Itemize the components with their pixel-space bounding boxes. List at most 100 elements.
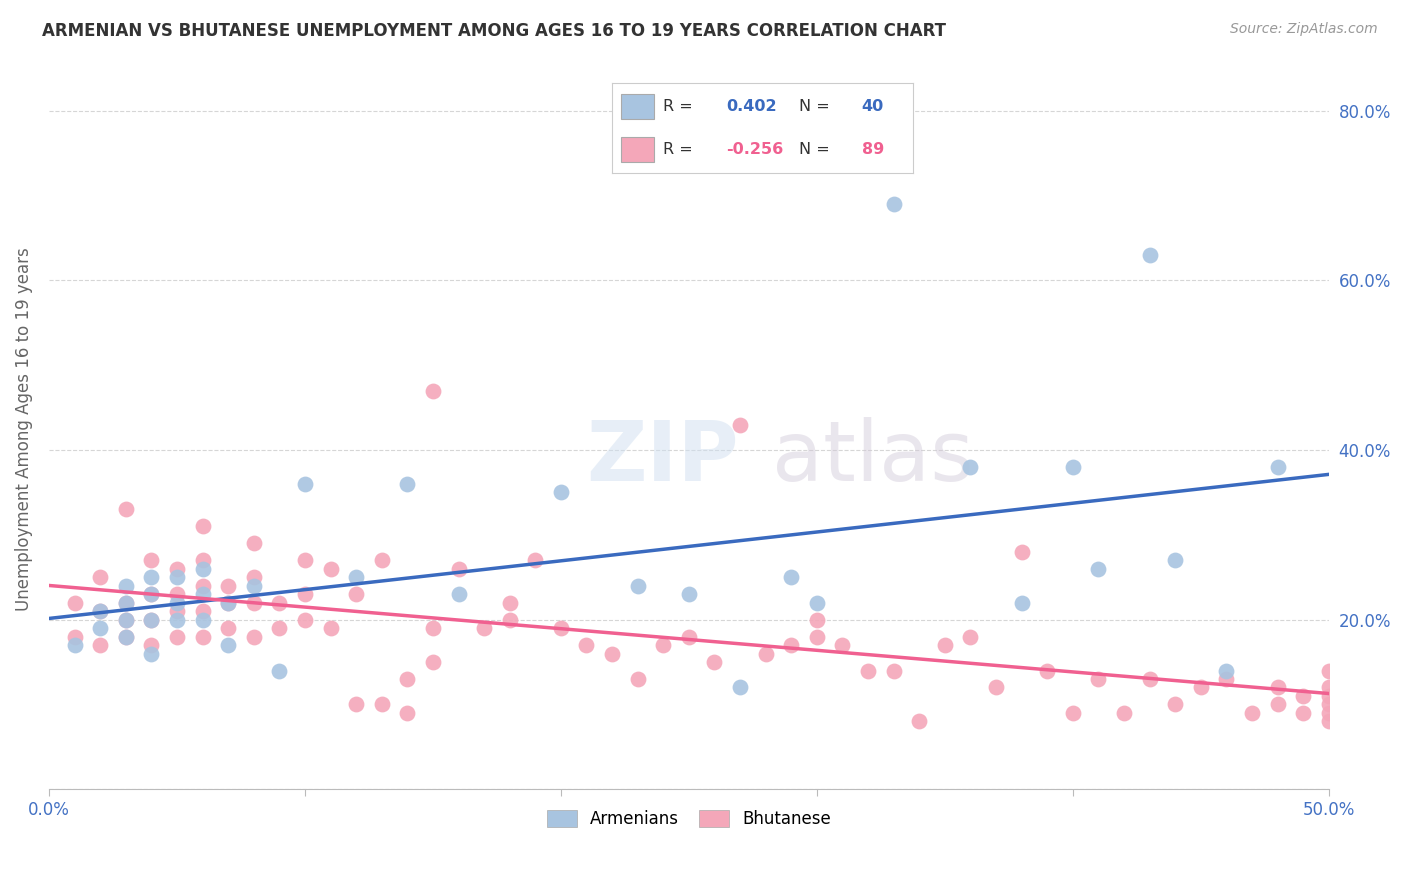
Point <box>89 638 111 652</box>
Point <box>166 596 188 610</box>
Point <box>1087 672 1109 686</box>
Point <box>1189 681 1212 695</box>
Point <box>114 630 136 644</box>
Point <box>1164 553 1187 567</box>
Point <box>217 621 239 635</box>
Point <box>166 570 188 584</box>
Point <box>269 664 291 678</box>
Point <box>728 681 751 695</box>
Point <box>550 621 572 635</box>
Point <box>1139 672 1161 686</box>
Point <box>1112 706 1135 720</box>
Text: ARMENIAN VS BHUTANESE UNEMPLOYMENT AMONG AGES 16 TO 19 YEARS CORRELATION CHART: ARMENIAN VS BHUTANESE UNEMPLOYMENT AMONG… <box>42 22 946 40</box>
Point <box>678 630 700 644</box>
Point <box>242 579 264 593</box>
Point <box>780 570 803 584</box>
Point <box>166 587 188 601</box>
Point <box>114 579 136 593</box>
Point <box>422 655 444 669</box>
Point <box>269 596 291 610</box>
Point <box>780 638 803 652</box>
Point <box>856 664 879 678</box>
Point <box>217 638 239 652</box>
Point <box>166 630 188 644</box>
Point <box>831 638 853 652</box>
Point <box>141 647 163 661</box>
Point <box>447 587 470 601</box>
Point <box>1292 689 1315 703</box>
Text: Source: ZipAtlas.com: Source: ZipAtlas.com <box>1230 22 1378 37</box>
Point <box>1036 664 1059 678</box>
Point <box>1317 664 1340 678</box>
Point <box>1062 706 1084 720</box>
Point <box>89 604 111 618</box>
Point <box>1317 681 1340 695</box>
Point <box>191 630 214 644</box>
Point <box>191 613 214 627</box>
Point <box>908 714 931 729</box>
Point <box>191 587 214 601</box>
Point <box>63 596 86 610</box>
Point <box>63 638 86 652</box>
Point <box>89 621 111 635</box>
Point <box>141 638 163 652</box>
Point <box>1011 596 1033 610</box>
Point <box>524 553 547 567</box>
Point <box>472 621 495 635</box>
Point <box>934 638 956 652</box>
Point <box>396 706 419 720</box>
Point <box>959 460 981 475</box>
Legend: Armenians, Bhutanese: Armenians, Bhutanese <box>540 804 838 835</box>
Text: atlas: atlas <box>772 417 974 499</box>
Point <box>141 613 163 627</box>
Point <box>319 562 342 576</box>
Point <box>550 485 572 500</box>
Point <box>141 587 163 601</box>
Point <box>1267 681 1289 695</box>
Point <box>883 664 905 678</box>
Point <box>89 604 111 618</box>
Point <box>294 553 316 567</box>
Point <box>294 477 316 491</box>
Point <box>806 613 828 627</box>
Point <box>141 570 163 584</box>
Point <box>141 613 163 627</box>
Point <box>217 596 239 610</box>
Point <box>114 596 136 610</box>
Point <box>1087 562 1109 576</box>
Text: ZIP: ZIP <box>586 417 740 499</box>
Point <box>191 519 214 533</box>
Point <box>114 630 136 644</box>
Point <box>166 562 188 576</box>
Point <box>344 570 367 584</box>
Point <box>114 596 136 610</box>
Point <box>242 596 264 610</box>
Point <box>447 562 470 576</box>
Point <box>114 613 136 627</box>
Point <box>1267 460 1289 475</box>
Point <box>370 553 392 567</box>
Point <box>114 502 136 516</box>
Point <box>114 613 136 627</box>
Point <box>1215 672 1237 686</box>
Point <box>422 384 444 398</box>
Point <box>499 596 522 610</box>
Point <box>217 596 239 610</box>
Point <box>575 638 598 652</box>
Point <box>1011 545 1033 559</box>
Point <box>1317 706 1340 720</box>
Point <box>627 579 650 593</box>
Point <box>1317 698 1340 712</box>
Point <box>728 417 751 432</box>
Point <box>242 536 264 550</box>
Point <box>319 621 342 635</box>
Point <box>1139 248 1161 262</box>
Point <box>703 655 725 669</box>
Point <box>344 698 367 712</box>
Point <box>984 681 1007 695</box>
Y-axis label: Unemployment Among Ages 16 to 19 years: Unemployment Among Ages 16 to 19 years <box>15 247 32 611</box>
Point <box>396 672 419 686</box>
Point <box>883 197 905 211</box>
Point <box>806 596 828 610</box>
Point <box>1062 460 1084 475</box>
